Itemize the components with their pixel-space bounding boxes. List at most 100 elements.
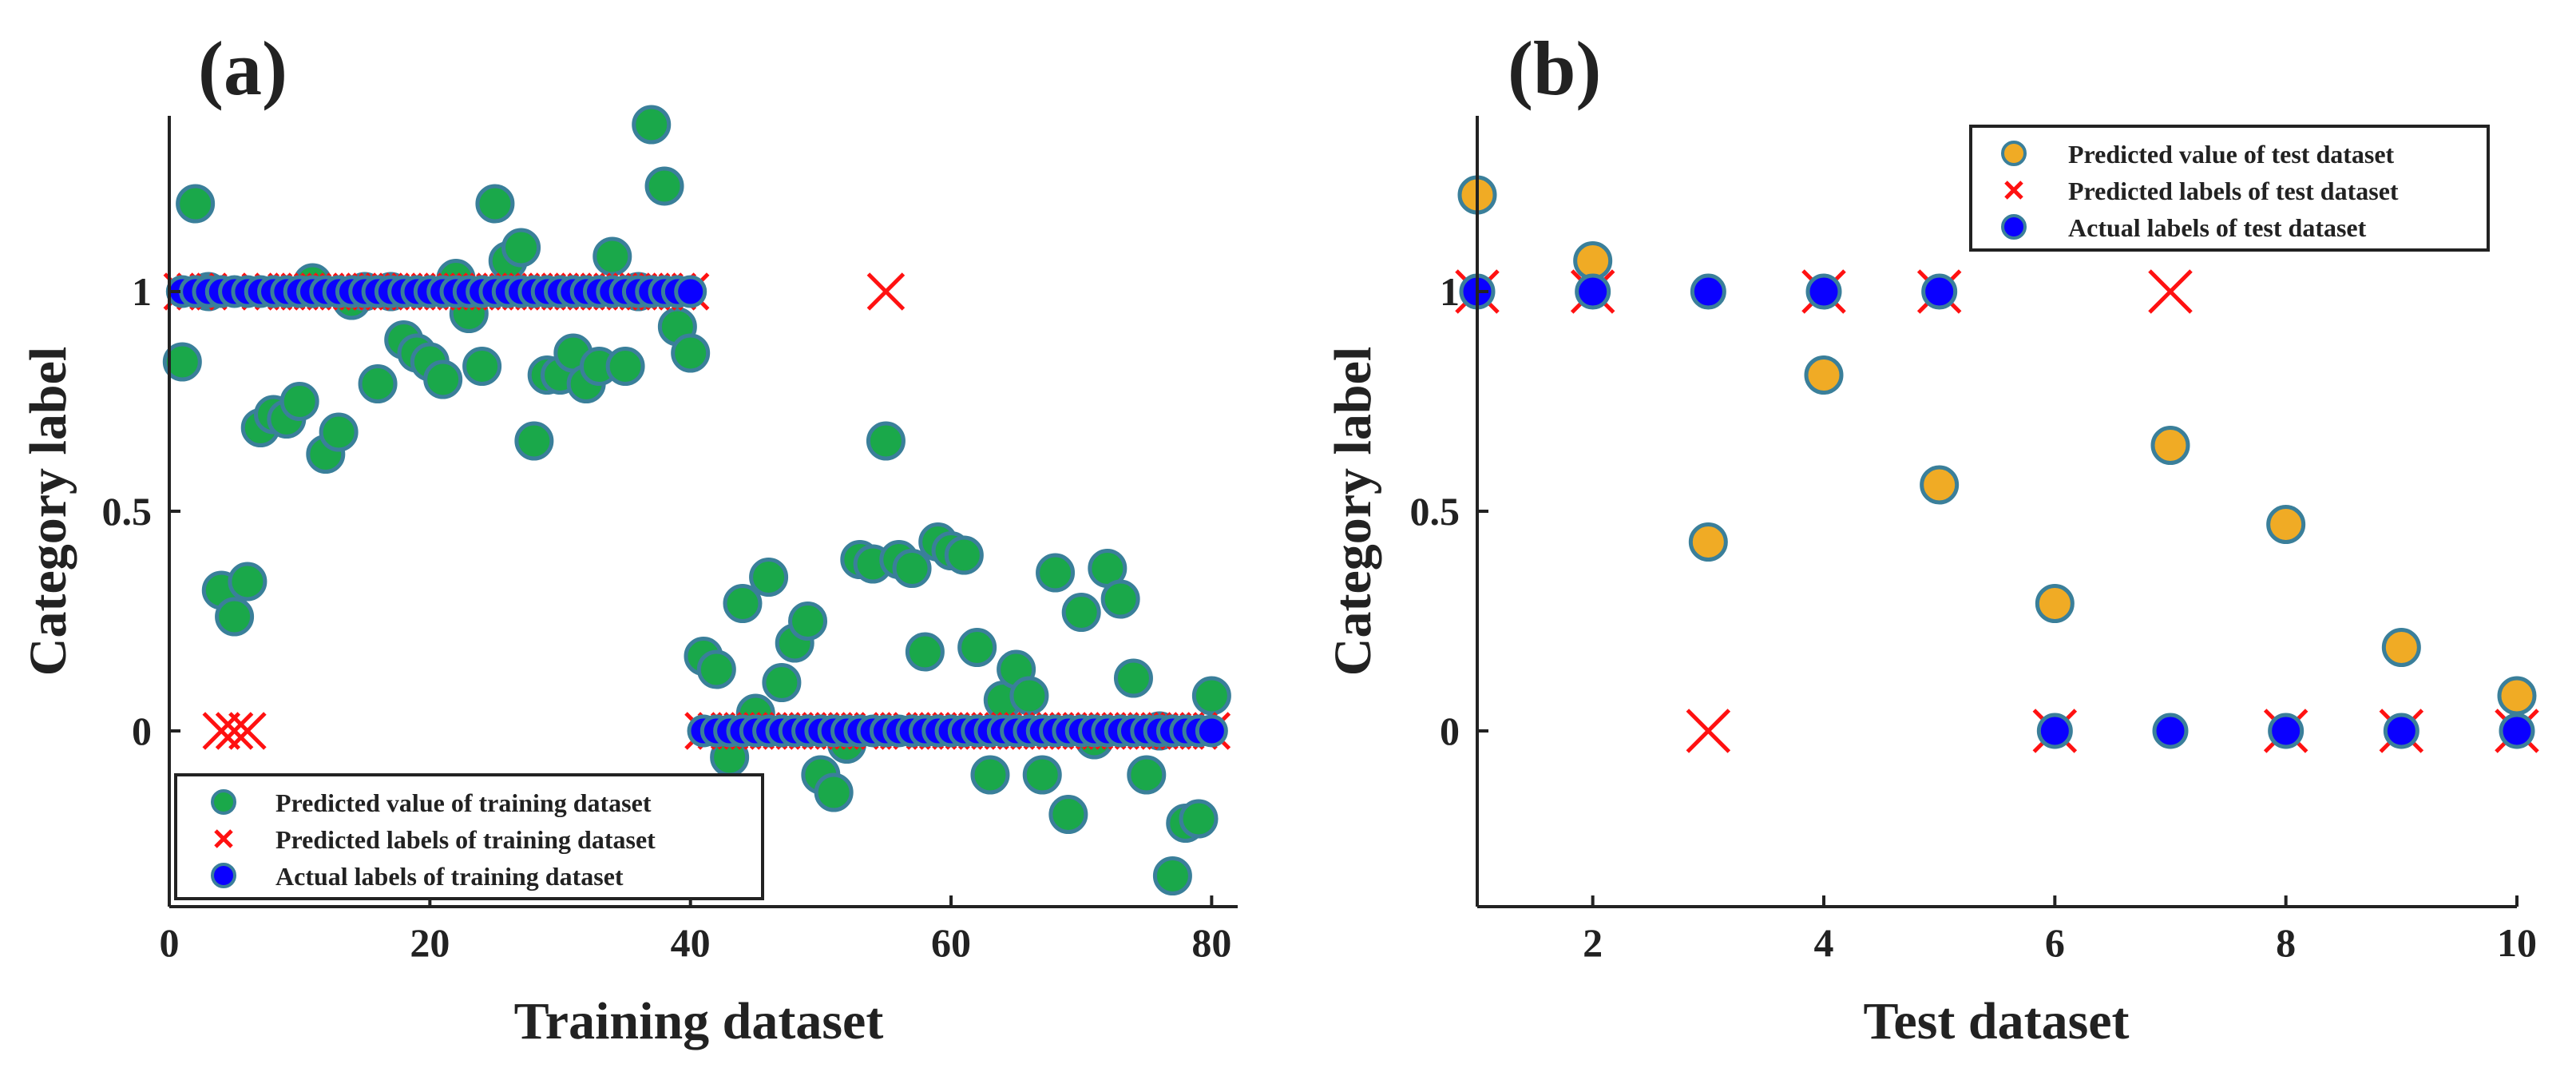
panel-b-legend-label-predicted-value: Predicted value of test dataset [2068, 140, 2395, 169]
panel-a-legend-label-actual-labels: Actual labels of training dataset [275, 862, 624, 891]
panel-b-actual-label-point [1805, 273, 1842, 310]
panel-b-x-tick-label: 2 [1583, 920, 1603, 965]
panel-b-predicted-value-point [2150, 426, 2190, 465]
panel-b-actual-label-point [2499, 713, 2535, 749]
panel-a-actual-label-point [674, 275, 707, 308]
panel-a-legend-marker-predicted-labels [214, 829, 233, 848]
panel-a-predicted-label-cross-stroke-b [215, 712, 254, 750]
panel-b-x-tick-label: 4 [1814, 920, 1834, 965]
panel-a-y-tick-label: 0.5 [102, 489, 153, 534]
panel-a-predicted-value-point [723, 584, 763, 623]
panel-b-y-tick-label: 0 [1440, 709, 1460, 753]
panel-a-legend-label-predicted-labels: Predicted labels of training dataset [275, 825, 656, 854]
panel-a-predicted-value-point [475, 184, 515, 224]
panel-b-predicted-value-point [2266, 505, 2306, 544]
panel-b-y-tick-label: 0.5 [1410, 489, 1460, 534]
panel-b-x-tick-label: 6 [2045, 920, 2065, 965]
panel-a-legend-cross-stroke-b [214, 829, 233, 848]
panel-b-legend-marker-actual-labels [2001, 214, 2027, 240]
panel-b-predicted-value-point [1804, 355, 1844, 395]
panel-a-predicted-label-cross-stroke-b [228, 712, 267, 750]
panel-b-actual-label-point [2152, 713, 2189, 749]
panel-a-legend-cross [214, 829, 233, 848]
panel-a-x-axis-label: Training dataset [514, 992, 884, 1050]
panel-b-predicted-value-point [2497, 676, 2537, 716]
panel-a-predicted-value-point [1113, 658, 1153, 698]
panel-a-predicted-value-point [1048, 795, 1088, 834]
panel-a-predicted-label-cross-stroke-b [866, 272, 906, 311]
panel-a-predicted-value-point [514, 421, 554, 461]
panel-a-predicted-value-point [1127, 755, 1167, 795]
panel-a-predicted-value-point [866, 421, 906, 461]
panel-b-predicted-value-point [2035, 584, 2075, 623]
panel-b-predicted-label-cross-stroke-b [2148, 269, 2193, 314]
panel-b-legend-box [1969, 125, 2490, 252]
panel-b-predicted-label-cross [1686, 709, 1731, 753]
panel-b-predicted-label-cross [2148, 269, 2193, 314]
panel-a-predicted-value-point [970, 755, 1010, 795]
panel-a-legend: Predicted value of training dataset Pred… [174, 773, 764, 900]
panel-a-actual-label-point [1195, 714, 1228, 748]
panel-a-predicted-value-point [1100, 579, 1140, 619]
panel-a-predicted-value-point [176, 184, 216, 224]
panel-a-predicted-value-point [1179, 799, 1219, 839]
panel-a-y-tick-label: 1 [132, 269, 152, 314]
panel-a-legend-label-predicted-value: Predicted value of training dataset [275, 788, 652, 817]
panel-a-label: (a) [198, 26, 287, 111]
panel-a-ticks: 0 20 40 60 80 0 0.5 1 [102, 269, 1232, 965]
panel-b-legend: Predicted value of test dataset Predicte… [1969, 125, 2490, 252]
panel-a-predicted-value-point [1036, 553, 1076, 593]
panel-a-predicted-value-point [605, 347, 645, 386]
panel-b-y-axis-label: Category label [1324, 347, 1382, 676]
panel-a-predicted-value-point [592, 236, 632, 276]
panel-a-predicted-value-point [462, 347, 502, 386]
panel-b-actual-label-point [1921, 273, 1958, 310]
panel-b-y-tick-label: 1 [1440, 269, 1460, 314]
panel-a-predicted-label-cross [866, 272, 906, 311]
panel-a-predicted-value-point [279, 382, 319, 421]
panel-a-predicted-value-point [632, 105, 672, 145]
panel-b-legend-label-actual-labels: Actual labels of test dataset [2068, 213, 2367, 242]
panel-a-legend-box [174, 773, 764, 900]
panel-a-y-axis-label: Category label [19, 347, 77, 676]
panel-a-plot-area [162, 105, 1231, 895]
panel-b-legend-cross-stroke-b [2004, 181, 2023, 200]
panel-a-x-tick-label: 0 [160, 920, 180, 965]
panel-b-actual-label-point [1690, 273, 1726, 310]
panel-a-predicted-value-point [762, 663, 802, 702]
panel-b-actual-label-point [2383, 713, 2419, 749]
panel-b-legend-marker-predicted-value [2001, 141, 2027, 166]
panel-a-predicted-value-point [788, 602, 828, 641]
panel-a-predicted-value-point [1152, 856, 1192, 895]
panel-b-predicted-value-point [1688, 522, 1728, 562]
panel-a-legend-marker-predicted-value [211, 789, 236, 815]
panel-a-predicted-value-point [957, 628, 997, 667]
panel-a-y-tick-label: 0 [132, 709, 152, 753]
panel-a-predicted-value-point [162, 342, 202, 382]
panel-a-predicted-value-point [501, 228, 541, 268]
panel-a-predicted-value-point [814, 772, 854, 812]
panel-a-predicted-value-point [671, 333, 711, 373]
panel-b-legend-marker-predicted-labels [2004, 181, 2023, 200]
panel-a-x-tick-label: 60 [931, 920, 971, 965]
panel-a-predicted-value-point [905, 632, 945, 672]
panel-a-predicted-value-point [644, 166, 684, 206]
panel-a-predicted-value-point [749, 558, 789, 597]
panel-a-predicted-value-point [1022, 755, 1062, 795]
panel-b-test-chart: (b) 2 4 6 8 10 0 0.5 1 Test dataset Category la… [1324, 26, 2539, 1050]
panel-a-predicted-value-point [319, 412, 359, 452]
panel-b-predicted-value-point [1573, 241, 1613, 280]
panel-a-predicted-value-point [696, 649, 736, 689]
panel-b-ticks: 2 4 6 8 10 0 0.5 1 [1410, 269, 2538, 965]
panel-b-x-tick-label: 10 [2497, 920, 2537, 965]
panel-a-predicted-value-point [1191, 676, 1231, 716]
panel-b-x-axis-label: Test dataset [1863, 992, 2129, 1050]
panel-b-actual-label-point [2036, 713, 2073, 749]
panel-b-predicted-label-cross-stroke-b [1686, 709, 1731, 753]
panel-b-predicted-value-point [1920, 465, 1960, 505]
panel-a-x-tick-label: 40 [671, 920, 711, 965]
panel-a-predicted-label-cross [215, 712, 254, 750]
panel-a-predicted-value-point [1061, 593, 1101, 632]
panel-a-legend-marker-actual-labels [211, 863, 236, 888]
